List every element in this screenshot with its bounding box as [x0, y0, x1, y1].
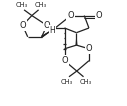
Text: O: O	[86, 44, 92, 53]
Text: CH₃: CH₃	[35, 2, 47, 8]
Text: CH₃: CH₃	[16, 2, 28, 8]
Text: O: O	[96, 11, 103, 20]
Polygon shape	[76, 33, 77, 45]
Text: O: O	[44, 21, 50, 30]
Text: CH₃: CH₃	[80, 79, 92, 85]
Polygon shape	[41, 28, 55, 38]
Text: CH₃: CH₃	[61, 79, 73, 85]
Text: O: O	[67, 11, 74, 20]
Text: O: O	[19, 21, 26, 30]
Text: O: O	[61, 56, 68, 65]
Text: H: H	[49, 26, 55, 35]
